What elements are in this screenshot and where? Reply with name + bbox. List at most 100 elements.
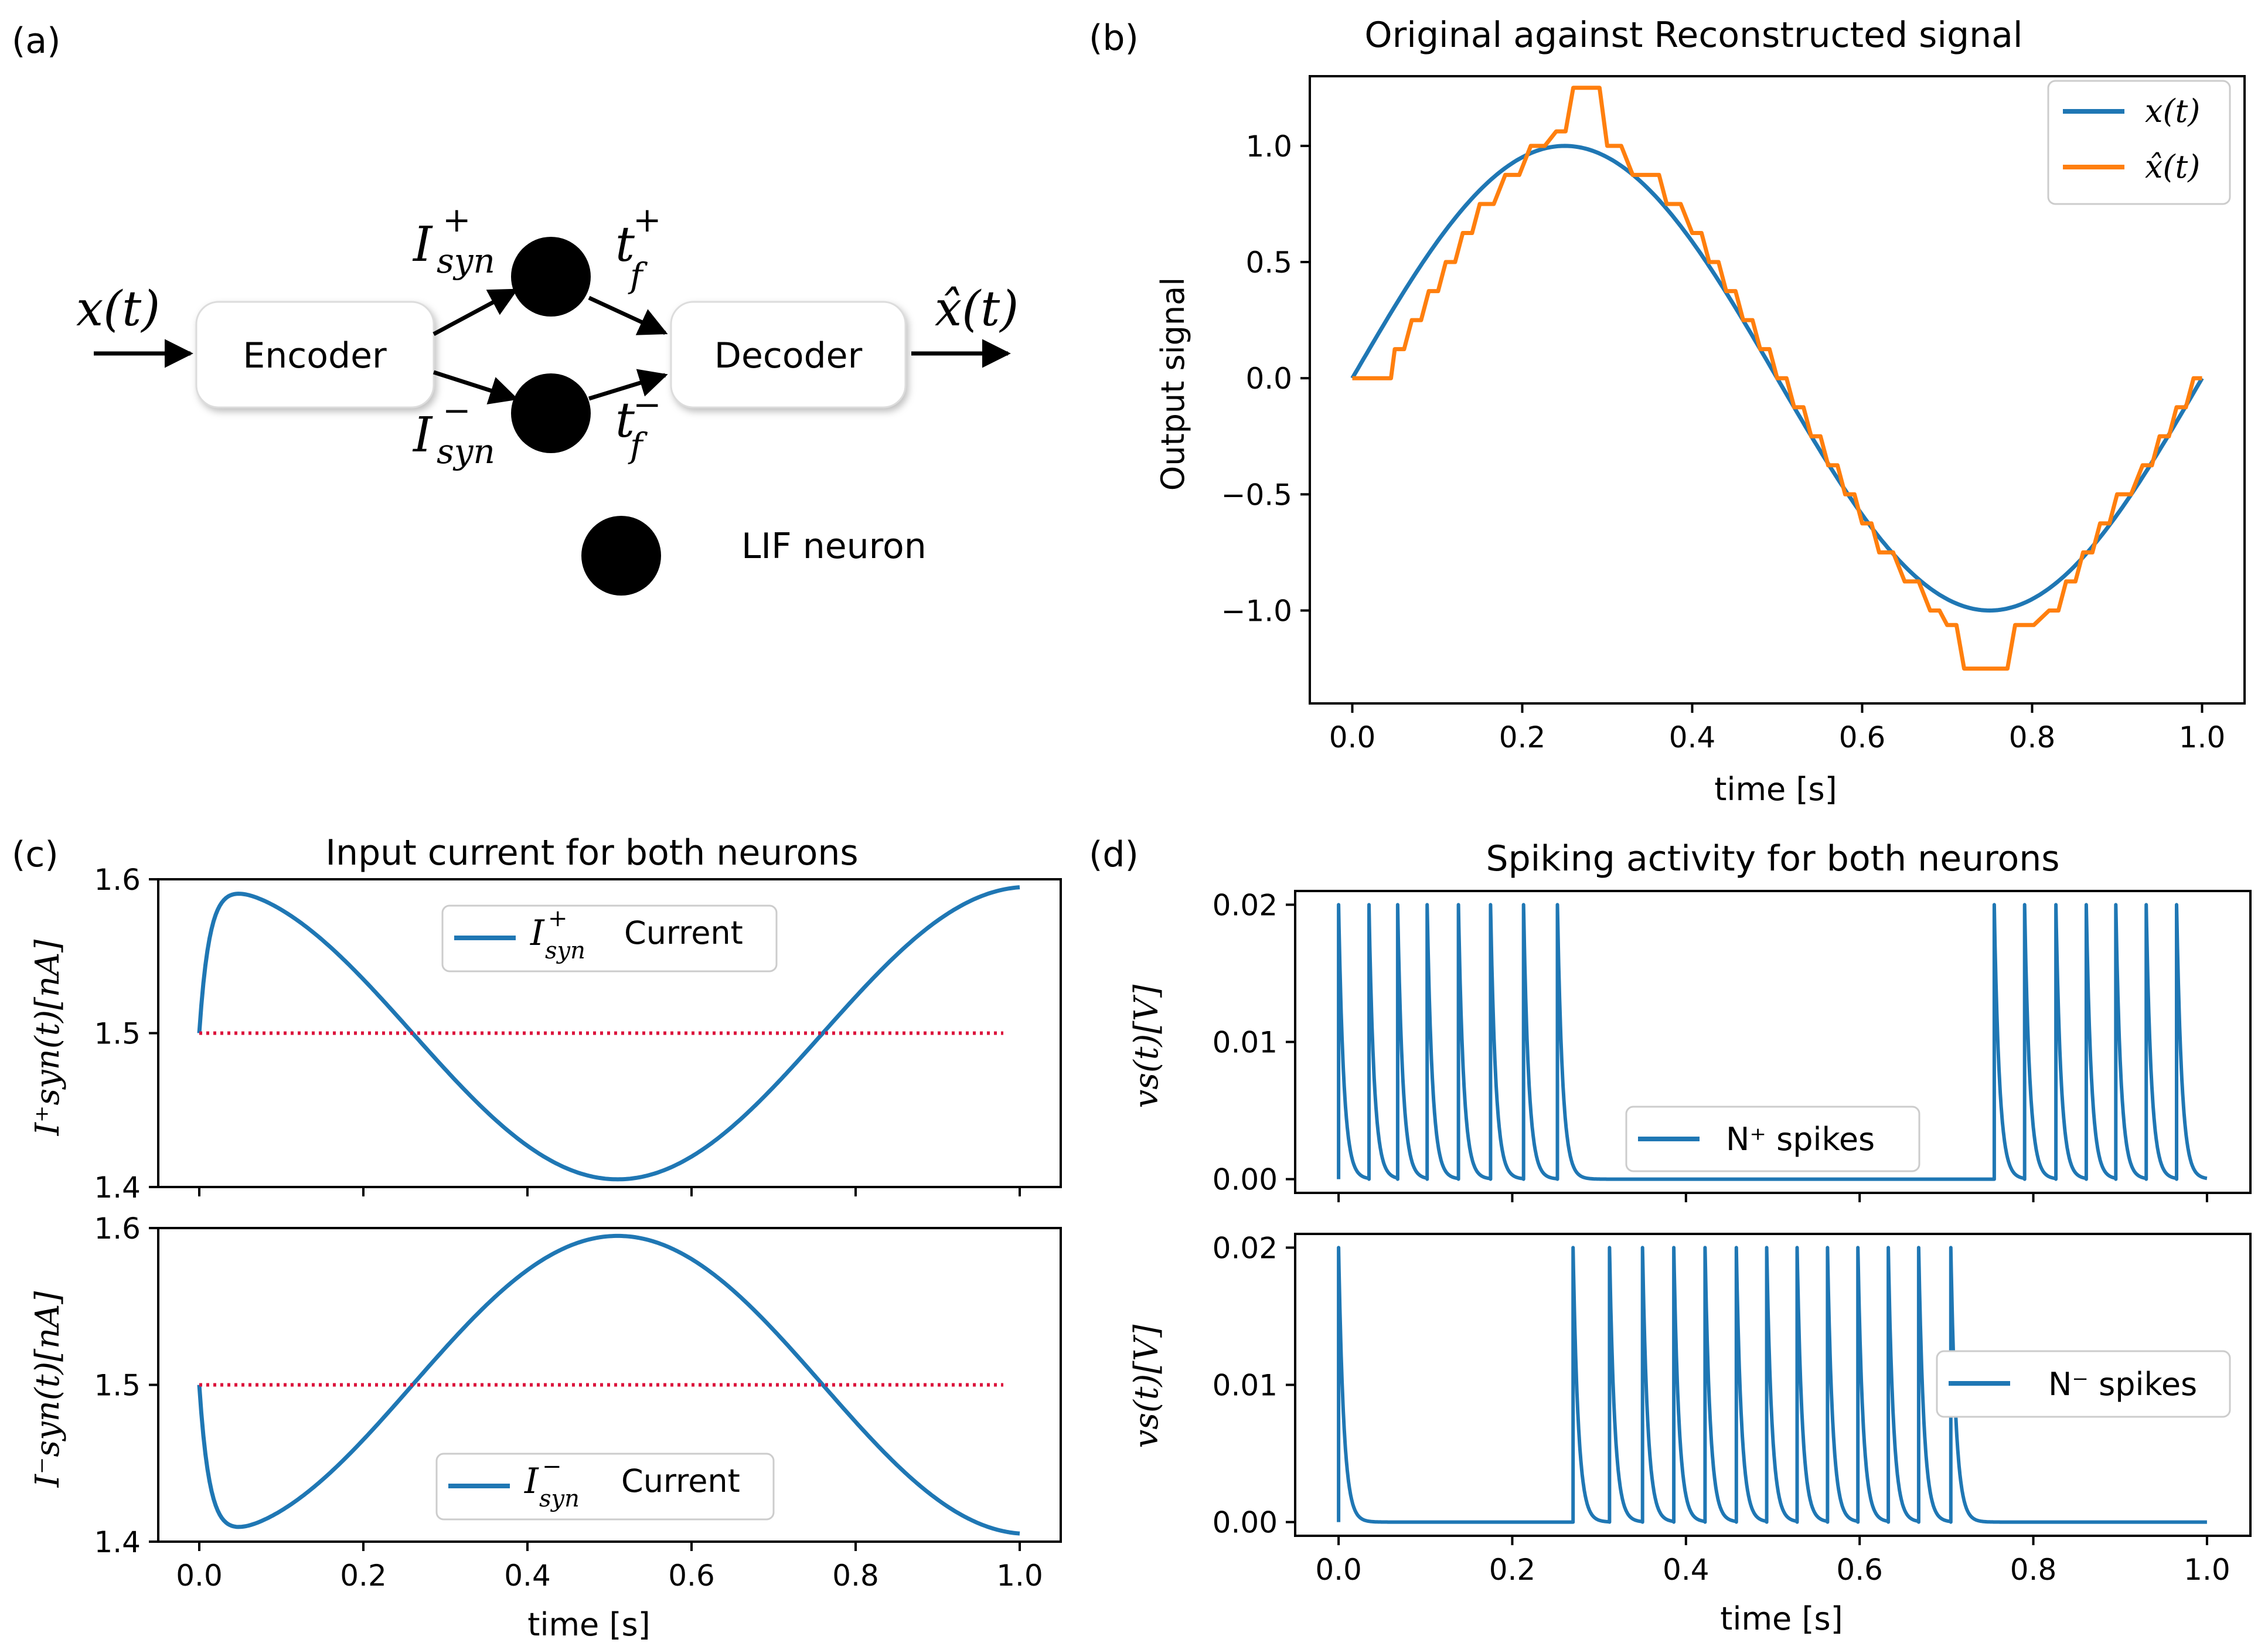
y-tick-label: 0.5 [1245,246,1292,280]
chart-c-top-legend-sub: syn [545,937,585,964]
x-tick-label: 0.0 [1329,720,1376,754]
chart-c-bottom-legend: I − syn Current [435,1453,775,1521]
y-tick-label: 0.02 [1213,1231,1278,1265]
x-tick-label: 0.2 [340,1559,387,1593]
chart-d-xlabel: time [s] [1720,1600,1843,1637]
chart-d-title: Spiking activity for both neurons [1486,838,2060,879]
y-tick-label: 0.00 [1213,1163,1278,1197]
neuron-minus [511,373,591,453]
decoder-box [670,301,907,409]
legend-neuron-marker [581,516,661,596]
y-tick-label: 0.00 [1213,1506,1278,1540]
chart-b-legend-box [2047,80,2231,205]
chart-b-legend: x(t) x̂(t) [2047,80,2231,205]
chart-d-top-ylabel: vs(t)[V] [1128,984,1166,1108]
chart-c-top-legend-box [441,904,778,972]
x-tick-label: 0.0 [1315,1553,1362,1587]
x-tick-label: 0.8 [2010,1553,2057,1587]
series-i-plus-current [197,885,1020,1182]
x-tick-label: 0.8 [2009,720,2056,754]
i-minus-main: I [412,407,433,463]
chart-c-bottom-legend-sup: − [542,1453,562,1480]
output-signal-label: x̂(t) [935,281,1019,337]
chart-c-bottom-ylabel: I⁻syn(t)[nA] [29,1291,67,1488]
chart-c-top-ylabel: I⁺syn(t)[nA] [29,940,67,1137]
series-n-minus-spikes [1337,1246,2209,1524]
panel-d-charts: (d) Spiking activity for both neurons 0.… [1089,834,2252,1637]
x-tick-label: 1.0 [2184,1553,2230,1587]
chart-c-top-legend-sup: + [548,905,568,932]
chart-d-top-ylabel-text: vs(t)[V] [1128,984,1166,1108]
i-minus-sup: − [442,390,471,430]
encoder-box [195,301,435,409]
panel-c-charts: (c) Input current for both neurons 1.41.… [12,832,1062,1643]
panel-label-a: (a) [12,21,61,62]
y-tick-label: 1.5 [94,1369,141,1403]
t-minus-main: t [615,393,635,448]
y-tick-label: 1.4 [94,1525,141,1559]
panel-label-d: (d) [1089,834,1139,875]
chart-b-ylabel: Output signal [1155,277,1191,491]
series-i-minus-current [197,1233,1020,1536]
x-tick-label: 1.0 [2179,720,2226,754]
t-plus-sup: + [633,200,662,240]
legend-x-label: x(t) [2145,93,2200,130]
y-tick-label: −0.5 [1221,478,1292,512]
encoder-to-neuron-minus-arrow [433,370,519,404]
chart-d-bottom-ylabel: vs(t)[V] [1128,1324,1166,1448]
y-tick-label: 0.0 [1245,362,1292,396]
x-tick-label: 0.6 [668,1559,715,1593]
y-tick-label: 1.0 [1245,130,1292,164]
chart-c-top-legend-main: I [530,913,545,954]
encoder-label: Encoder [243,335,387,376]
chart-c-xlabel: time [s] [527,1606,650,1643]
x-tick-label: 0.2 [1489,1553,1536,1587]
y-tick-label: 0.01 [1213,1026,1278,1060]
panel-a-diagram: (a) x(t) Encoder I + syn I − syn t + f [12,21,1019,596]
series-xhat-line [1352,86,2202,671]
t-minus-label: t − f [615,385,662,465]
i-minus-sub: syn [437,431,495,471]
i-plus-sub: syn [437,241,495,281]
chart-c-top-ylabel-text: I⁺syn(t)[nA] [29,940,67,1137]
legend-lif-neuron: LIF neuron [741,526,927,567]
panel-label-b: (b) [1089,18,1139,59]
i-plus-sup: + [442,200,471,240]
y-tick-label: 1.6 [94,1212,141,1246]
x-tick-label: 0.2 [1499,720,1546,754]
input-signal-label: x(t) [76,281,160,337]
chart-d-top-legend-label: N⁺ spikes [1726,1121,1875,1158]
y-tick-label: 0.01 [1213,1369,1278,1403]
x-tick-label: 0.8 [832,1559,879,1593]
neuron-plus-to-decoder-arrow [588,295,668,335]
chart-c-bottom-plot-area: 0.0 0.2 0.4 0.6 0.8 1.0 1.4 1.5 1.6 [94,1212,1062,1593]
encoder-to-neuron-plus-arrow [433,288,519,336]
i-minus-syn-label: I − syn [412,390,495,471]
y-tick-label: 0.02 [1213,888,1278,922]
chart-d-top-plot-area: 0.00 0.01 0.02 [1213,888,2252,1202]
chart-b-title: Original against Reconstructed signal [1364,15,2022,56]
i-plus-main: I [412,217,433,273]
chart-d-top-legend-box [1625,1106,1920,1172]
decoder-label: Decoder [714,335,863,376]
t-plus-label: t + f [615,200,662,295]
chart-b-xlabel: time [s] [1714,771,1837,808]
chart-c-bottom-legend-box [435,1453,775,1521]
x-tick-label: 1.0 [996,1559,1043,1593]
x-tick-label: 0.4 [1663,1553,1709,1587]
x-tick-label: 0.4 [504,1559,551,1593]
t-minus-sub: f [628,426,648,465]
neuron-plus [511,237,591,317]
panel-label-c: (c) [12,834,59,875]
panel-b-chart: (b) Original against Reconstructed signa… [1089,15,2246,808]
t-minus-sup: − [633,385,662,424]
chart-d-bottom-plot-area: 0.0 0.2 0.4 0.6 0.8 1.0 0.00 0.01 0.02 [1213,1231,2252,1587]
legend-xhat-label: x̂(t) [2145,148,2200,185]
chart-c-top-plot-area: 1.4 1.5 1.6 [94,863,1062,1205]
x-tick-label: 0.6 [1836,1553,1883,1587]
series-n-plus-spikes [1337,903,2209,1181]
chart-d-bottom-legend-label: N⁻ spikes [2048,1366,2197,1403]
chart-c-bottom-legend-suffix: Current [621,1463,740,1499]
chart-c-bottom-ylabel-text: I⁻syn(t)[nA] [29,1291,67,1488]
